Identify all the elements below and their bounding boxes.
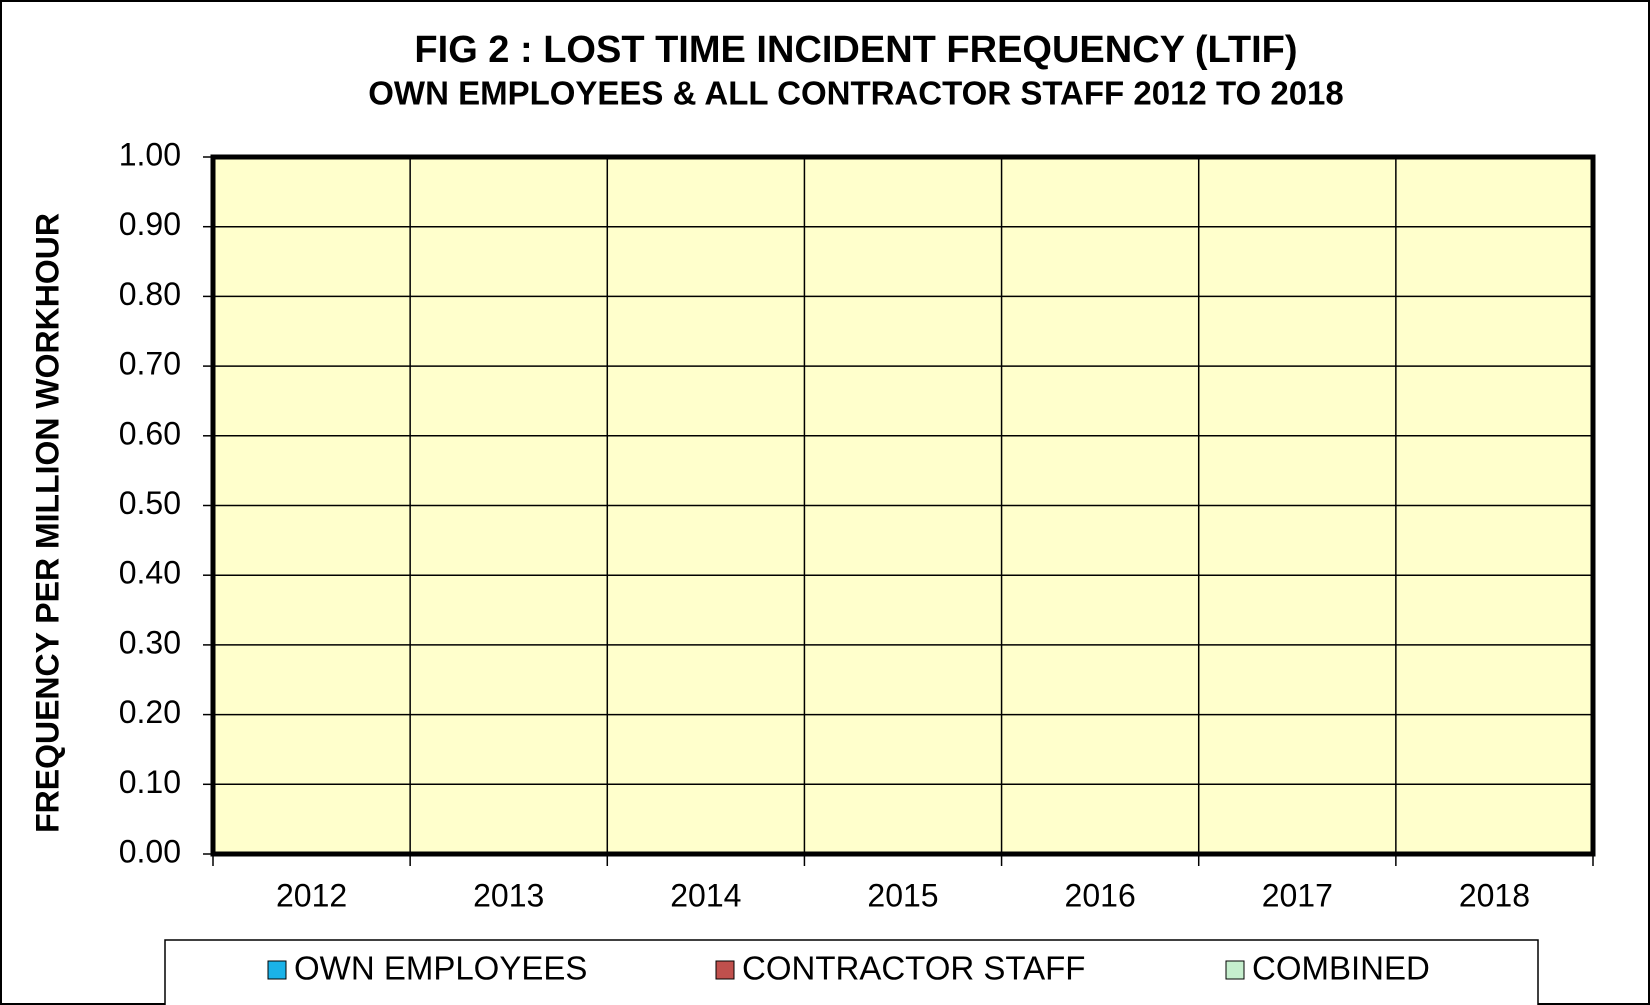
y-tick-label: 0.10 xyxy=(119,764,181,800)
x-tick-label: 2012 xyxy=(276,877,347,913)
x-tick-label: 2016 xyxy=(1065,877,1136,913)
y-tick-label: 0.20 xyxy=(119,694,181,730)
x-tick-label: 2017 xyxy=(1262,877,1333,913)
legend-label: COMBINED xyxy=(1252,950,1430,987)
legend-box xyxy=(164,939,1539,1005)
y-tick-label: 0.50 xyxy=(119,485,181,521)
legend-swatch xyxy=(267,960,287,980)
chart-title: FIG 2 : LOST TIME INCIDENT FREQUENCY (LT… xyxy=(414,29,1297,71)
x-tick-label: 2018 xyxy=(1459,877,1530,913)
y-tick-label: 0.40 xyxy=(119,555,181,591)
y-axis-label: FREQUENCY PER MILLION WORKHOUR xyxy=(29,213,65,833)
chart-subtitle: OWN EMPLOYEES & ALL CONTRACTOR STAFF 201… xyxy=(368,75,1344,112)
x-tick-label: 2014 xyxy=(670,877,741,913)
x-tick-label: 2015 xyxy=(867,877,938,913)
y-tick-label: 0.80 xyxy=(119,276,181,312)
y-tick-label: 0.30 xyxy=(119,624,181,660)
legend-swatch xyxy=(715,960,735,980)
y-tick-label: 0.60 xyxy=(119,415,181,451)
legend-swatch xyxy=(1225,960,1245,980)
legend-label: CONTRACTOR STAFF xyxy=(742,950,1085,987)
legend-label: OWN EMPLOYEES xyxy=(294,950,587,987)
x-tick-label: 2013 xyxy=(473,877,544,913)
plot-border xyxy=(210,154,1596,857)
y-tick-label: 0.70 xyxy=(119,346,181,382)
y-tick-label: 0.00 xyxy=(119,833,181,869)
y-tick-label: 1.00 xyxy=(119,136,181,172)
y-tick-label: 0.90 xyxy=(119,206,181,242)
